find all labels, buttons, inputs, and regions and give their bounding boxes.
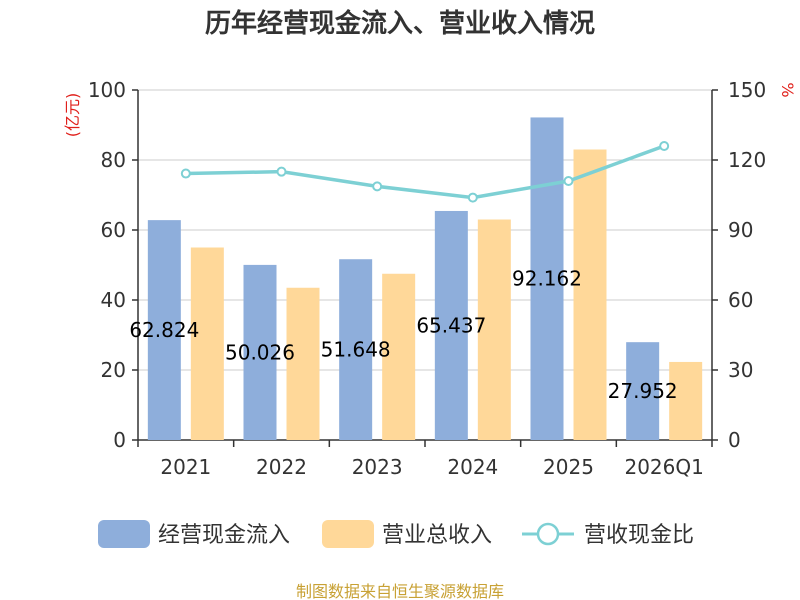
x-axis-tick-label: 2022 <box>256 455 307 479</box>
line-point <box>659 141 670 151</box>
bar-cash-inflow <box>626 342 660 440</box>
bars-layer <box>147 117 703 440</box>
line-point <box>276 166 287 177</box>
bar-cash-inflow <box>339 259 373 440</box>
legend-swatch-marker <box>536 522 560 546</box>
bar-cash-inflow <box>147 220 181 440</box>
bar-revenue <box>286 287 320 440</box>
right-axis-tick-label: 0 <box>728 428 741 452</box>
right-axis-tick-label: 30 <box>728 358 753 382</box>
legend-label-cash-inflow: 经营现金流入 <box>158 523 290 548</box>
bar-revenue <box>382 273 416 440</box>
right-axis-unit: % <box>778 82 797 97</box>
bar-value-label: 51.648 <box>321 338 391 362</box>
bar-cash-inflow <box>243 264 277 440</box>
bar-value-label: 50.026 <box>225 340 295 364</box>
bar-revenue <box>573 149 607 440</box>
left-axis-unit: (亿元) <box>63 93 82 138</box>
bar-revenue <box>190 247 224 440</box>
left-axis-tick-label: 100 <box>88 78 126 102</box>
chart-title: 历年经营现金流入、营业收入情况 <box>205 8 595 39</box>
right-axis-tick-label: 90 <box>728 218 753 242</box>
axes: 0 20 40 60 80 100 0 30 60 90 120 150 2021 2022 2023 202… <box>88 78 766 479</box>
legend: 经营现金流入 营业总收入 营收现金比 <box>98 520 694 548</box>
x-axis-tick-label: 2021 <box>160 455 211 479</box>
bar-value-label: 92.162 <box>512 267 582 291</box>
left-axis-tick-label: 80 <box>101 148 126 172</box>
right-axis-tick-label: 150 <box>728 78 766 102</box>
line-cash-ratio <box>185 144 665 200</box>
legend-label-cash-ratio: 营收现金比 <box>584 523 694 548</box>
data-source: 制图数据来自恒生聚源数据库 <box>296 582 504 600</box>
legend-swatch-revenue <box>322 520 374 548</box>
line-point <box>467 192 478 203</box>
bar-cash-inflow <box>434 210 468 440</box>
left-axis-tick-label: 40 <box>101 288 126 312</box>
x-axis-tick-label: 2025 <box>543 455 594 479</box>
line-point <box>180 168 191 179</box>
left-axis-tick-label: 0 <box>113 428 126 452</box>
x-axis-tick-label: 2024 <box>447 455 498 479</box>
bar-value-label: 27.952 <box>608 379 678 403</box>
left-axis-tick-label: 20 <box>101 358 126 382</box>
line-layer <box>180 141 670 203</box>
line-point <box>563 176 574 186</box>
right-axis-tick-label: 120 <box>728 148 766 172</box>
bar-value-label: 65.437 <box>416 313 486 337</box>
bar-value-label: 62.824 <box>129 318 199 342</box>
bar-cash-inflow <box>530 117 564 440</box>
x-axis-tick-label: 2026Q1 <box>624 455 703 479</box>
bar-revenue <box>669 361 703 440</box>
grid-lines <box>138 89 712 371</box>
line-point <box>372 181 383 192</box>
right-axis-tick-label: 60 <box>728 288 753 312</box>
bar-revenue <box>477 219 511 440</box>
left-axis-tick-label: 60 <box>101 218 126 242</box>
legend-label-revenue: 营业总收入 <box>382 523 492 548</box>
bar-labels-layer: 62.824 50.026 51.648 65.437 92.162 27.952 <box>129 267 677 403</box>
legend-swatch-cash-inflow <box>98 520 150 548</box>
x-axis-tick-label: 2023 <box>352 455 403 479</box>
